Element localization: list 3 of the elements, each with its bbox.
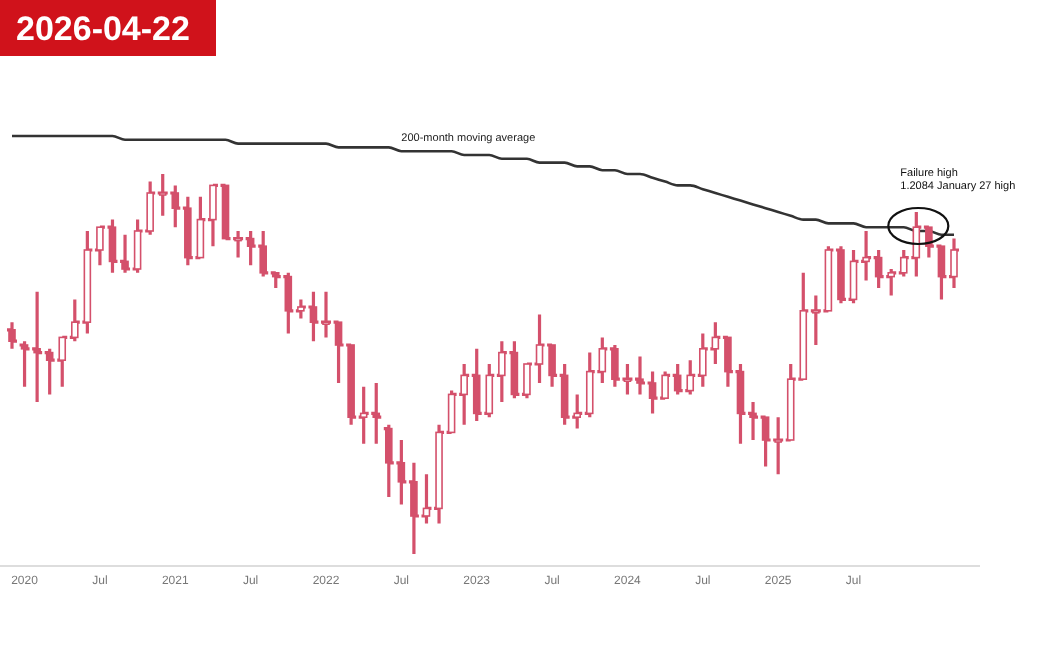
chart-title: 2026-04-22 — [16, 10, 190, 48]
candlestick — [824, 244, 833, 313]
candlestick — [447, 389, 456, 434]
